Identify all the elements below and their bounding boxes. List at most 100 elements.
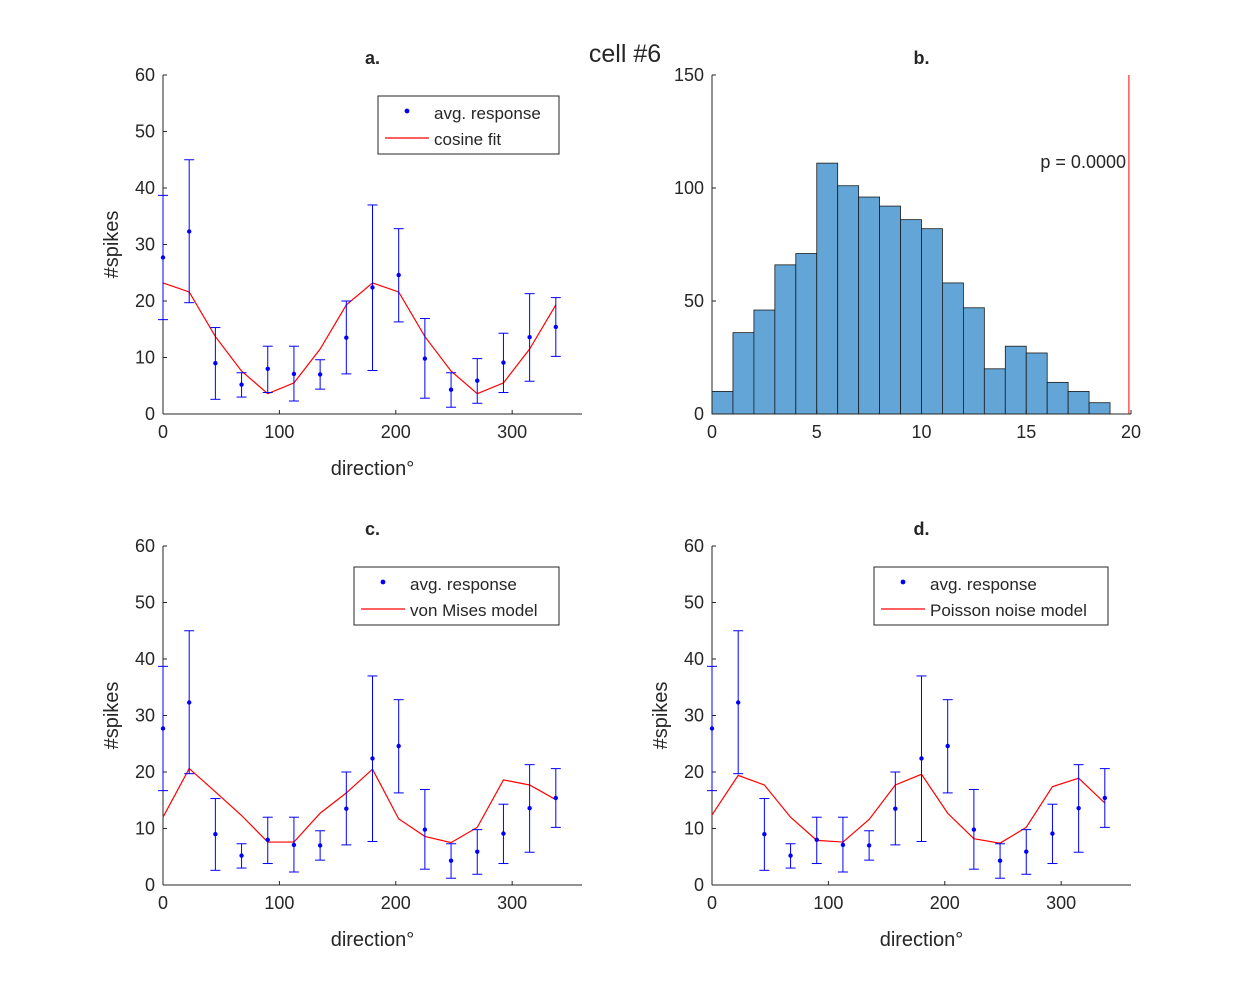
data-point xyxy=(735,700,741,705)
histogram-bar xyxy=(942,282,964,415)
data-point xyxy=(919,756,924,761)
data-point xyxy=(344,806,349,811)
y-tick-label: 30 xyxy=(135,235,155,255)
data-point xyxy=(448,858,454,863)
x-tick-label: 5 xyxy=(812,422,822,442)
data-point xyxy=(866,843,872,848)
y-tick-label: 20 xyxy=(135,762,155,782)
data-point xyxy=(527,334,532,340)
data-point xyxy=(501,831,506,836)
histogram-bar xyxy=(900,219,922,415)
x-tick-label: 200 xyxy=(381,422,411,442)
data-point xyxy=(709,726,715,731)
y-tick-label: 0 xyxy=(694,404,704,424)
panel-b: p = 0.0000 0 50 100 150 0 5 10 15 20 b. xyxy=(674,48,1141,442)
histogram-bar xyxy=(1046,381,1069,415)
panel-title: d. xyxy=(914,519,930,539)
y-tick-label: 40 xyxy=(135,649,155,669)
y-tick-label: 60 xyxy=(135,536,155,556)
data-point xyxy=(840,842,846,848)
y-tick-label: 50 xyxy=(135,593,155,613)
y-tick-label: 40 xyxy=(135,178,155,198)
histogram-bar xyxy=(879,205,901,415)
legend-marker-response xyxy=(900,579,906,585)
histogram-bar xyxy=(983,368,1006,415)
y-tick-label: 40 xyxy=(684,649,704,669)
data-point xyxy=(814,837,819,842)
histogram-bar xyxy=(1025,352,1048,415)
x-tick-label: 100 xyxy=(813,893,843,913)
data-point xyxy=(945,743,950,749)
y-axis-label: #spikes xyxy=(101,211,123,279)
y-tick-label: 50 xyxy=(684,291,704,311)
data-point xyxy=(317,843,323,848)
histogram-bar xyxy=(753,309,776,415)
histogram-bar xyxy=(963,307,985,415)
x-tick-label: 300 xyxy=(497,422,527,442)
legend-marker-response xyxy=(404,108,410,114)
data-point xyxy=(475,849,480,854)
y-tick-label: 150 xyxy=(674,65,704,85)
histogram-bar xyxy=(774,264,797,415)
panel-title: b. xyxy=(914,48,930,68)
data-point xyxy=(1050,831,1055,836)
histogram-bar xyxy=(1067,390,1090,415)
legend-box xyxy=(873,566,1109,626)
data-point xyxy=(448,387,454,392)
data-point xyxy=(317,372,323,377)
x-tick-label: 0 xyxy=(158,422,168,442)
data-point xyxy=(553,324,559,330)
x-tick-label: 100 xyxy=(264,893,294,913)
y-tick-label: 50 xyxy=(135,122,155,142)
legend-label-model: cosine fit xyxy=(434,130,501,149)
legend-label-response: avg. response xyxy=(410,575,517,594)
x-axis-label: direction° xyxy=(331,458,415,480)
y-tick-label: 60 xyxy=(135,65,155,85)
x-tick-label: 0 xyxy=(707,893,717,913)
panel-d: 0 10 20 30 40 50 60 0 100 200 300 d. direction° #spik… xyxy=(650,519,1131,951)
y-tick-label: 20 xyxy=(684,762,704,782)
model-line xyxy=(162,282,557,395)
y-tick-label: 50 xyxy=(684,593,704,613)
x-tick-label: 15 xyxy=(1016,422,1036,442)
data-point xyxy=(553,795,559,801)
legend-box xyxy=(353,566,560,626)
figure-title: cell #6 xyxy=(589,40,661,68)
data-point xyxy=(213,831,218,837)
data-point xyxy=(239,853,244,858)
data-point xyxy=(527,805,532,811)
y-tick-label: 10 xyxy=(135,348,155,368)
x-tick-label: 10 xyxy=(911,422,931,442)
y-axis-label: #spikes xyxy=(101,682,123,750)
histogram-bar xyxy=(837,185,860,415)
y-tick-label: 20 xyxy=(135,291,155,311)
data-point xyxy=(971,827,977,832)
y-tick-label: 0 xyxy=(145,875,155,895)
data-point xyxy=(396,743,401,749)
data-point xyxy=(186,229,192,234)
data-point xyxy=(788,853,793,858)
histogram-bar xyxy=(1004,345,1027,415)
data-point xyxy=(370,285,375,290)
histogram-bar xyxy=(711,390,734,415)
data-point xyxy=(160,726,166,731)
data-point xyxy=(396,272,401,278)
data-point xyxy=(501,360,506,365)
histogram-bar xyxy=(795,253,818,415)
y-tick-label: 100 xyxy=(674,178,704,198)
x-tick-label: 300 xyxy=(1046,893,1076,913)
y-tick-label: 30 xyxy=(684,706,704,726)
legend-box xyxy=(377,95,560,155)
data-point xyxy=(291,842,297,848)
data-point xyxy=(160,255,166,260)
data-point xyxy=(422,827,428,832)
data-point xyxy=(997,858,1003,863)
x-axis-label: direction° xyxy=(331,929,415,951)
x-tick-label: 20 xyxy=(1121,422,1141,442)
data-point xyxy=(265,837,270,842)
model-line xyxy=(711,773,1106,844)
data-point xyxy=(291,371,297,377)
data-point xyxy=(1102,795,1108,801)
data-point xyxy=(370,756,375,761)
